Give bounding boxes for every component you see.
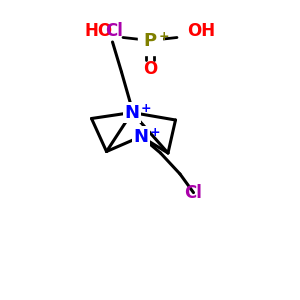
Text: HO: HO bbox=[85, 22, 113, 40]
Text: P: P bbox=[143, 32, 157, 50]
Text: +: + bbox=[159, 30, 170, 44]
Text: +: + bbox=[141, 102, 152, 116]
Text: Cl: Cl bbox=[184, 184, 202, 202]
Text: +: + bbox=[150, 126, 161, 140]
Text: N: N bbox=[134, 128, 148, 146]
Text: OH: OH bbox=[187, 22, 215, 40]
Text: Cl: Cl bbox=[105, 22, 123, 40]
Text: O: O bbox=[143, 60, 157, 78]
Text: N: N bbox=[124, 103, 140, 122]
